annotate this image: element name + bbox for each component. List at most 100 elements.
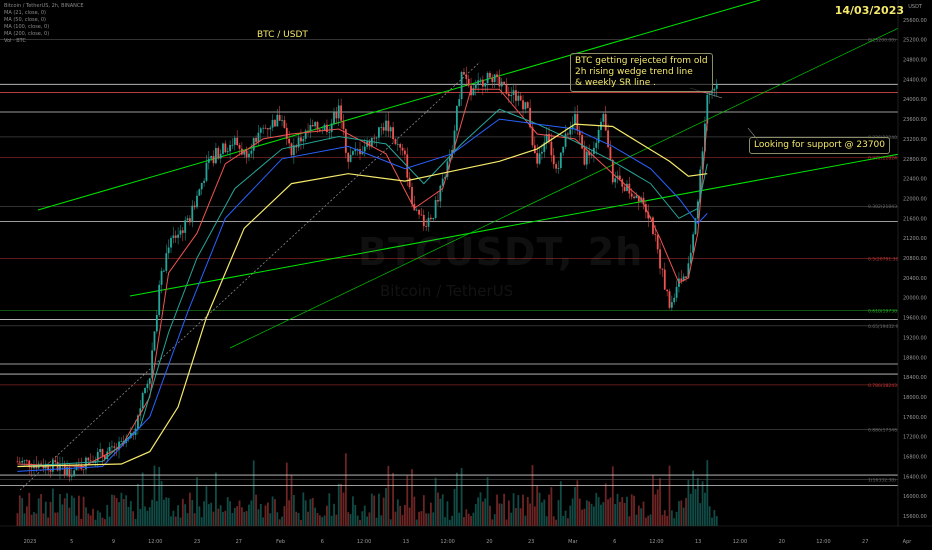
volume-bar [441,494,444,526]
volume-bar [137,483,139,526]
chart-title: BTC / USDT [257,30,308,40]
candle-body [484,83,487,87]
volume-bar [134,519,137,526]
volume-bar [359,519,361,526]
candle-body [248,153,250,158]
candle-body [642,197,645,205]
ma-line[interactable] [17,123,708,468]
candle-body [446,161,449,177]
x-tick-label: 12:00 [440,539,454,545]
candle-body [155,314,158,332]
candle-body [588,151,591,156]
candle-body [139,408,142,416]
volume-bar [413,496,416,526]
wedge-upper-trendline[interactable] [37,0,761,211]
volume-bar [704,492,706,526]
volume-bar [623,502,626,526]
candle-body [21,460,24,463]
candle-body [229,145,231,152]
volume-bar [526,497,529,526]
volume-bar [422,495,425,526]
candle-body [165,253,168,271]
volume-bar [151,499,154,526]
candle-body [198,189,201,196]
volume-bar [111,494,113,526]
volume-bar [179,517,182,526]
candle-body [422,215,425,227]
wedge-lower-trendline[interactable] [129,147,932,297]
volume-bar [614,503,617,526]
candle-body [652,217,654,235]
candle-body [531,127,534,146]
legend-line[interactable]: MA (100, close, 0) [4,24,50,30]
candle-body [656,234,659,250]
legend-line[interactable]: Vol · BTC [4,38,26,44]
support-dashed-trendline[interactable] [19,61,481,491]
candle-body [522,100,524,110]
volume-bar [418,511,420,526]
candle-body [177,234,179,238]
volume-bar [368,512,371,526]
candle-body [557,168,560,169]
candle-body [236,137,239,146]
channel-upper-trendline[interactable] [229,11,932,349]
rejection-annotation[interactable]: BTC getting rejected from old 2h rising … [570,53,713,92]
volume-bar [177,505,179,526]
candle-body [654,234,657,235]
volume-bar [524,515,527,526]
candle-body [545,134,548,143]
candle-body [680,278,683,281]
volume-bar [184,504,187,526]
volume-bar [678,501,680,526]
volume-bar [451,515,454,526]
volume-bar [245,511,248,526]
ma-line[interactable] [17,88,708,468]
ma-line[interactable] [17,108,708,467]
candle-body [704,123,706,152]
candle-body [363,146,366,152]
volume-bar [399,505,402,526]
support-annotation[interactable]: Looking for support @ 23700 [749,137,891,154]
volume-bar [77,495,80,526]
candle-body [243,150,246,155]
candle-body [26,460,28,462]
volume-bar [500,503,503,526]
candle-body [330,123,333,132]
candle-body [191,205,194,223]
candle-body [181,230,184,233]
volume-bar [226,497,229,526]
candle-body [666,289,669,292]
ma-line[interactable] [17,118,708,472]
volume-bar [153,465,156,526]
volume-bar [415,519,418,526]
legend-line[interactable]: MA (50, close, 0) [4,17,47,23]
candle-body [354,149,357,152]
volume-bar [668,465,671,526]
candle-body [675,286,678,298]
volume-bar [56,512,59,526]
legend-line[interactable]: Bitcoin / TetherUS, 2h, BINANCE [4,3,84,9]
volume-bar [567,518,569,526]
legend-line[interactable]: MA (21, close, 0) [4,10,47,16]
volume-bar [635,514,638,526]
candle-body [101,449,104,456]
volume-bar [512,493,515,526]
candle-body [274,119,276,127]
legend-line[interactable]: MA (200, close, 0) [4,31,50,37]
candle-body [222,143,224,154]
candle-body [529,107,532,128]
candle-body [604,114,607,131]
volume-bar [70,495,73,526]
price-axis[interactable] [898,0,932,550]
volume-bar [604,483,607,526]
volume-bar [191,500,194,526]
volume-bar [550,487,553,526]
volume-bar [292,494,295,526]
candle-body [205,162,208,181]
candle-body [481,79,484,87]
candle-body [623,186,626,192]
candle-body [668,291,671,308]
volume-bar [326,505,328,526]
y-tick-label: 17200.00 [903,435,927,441]
